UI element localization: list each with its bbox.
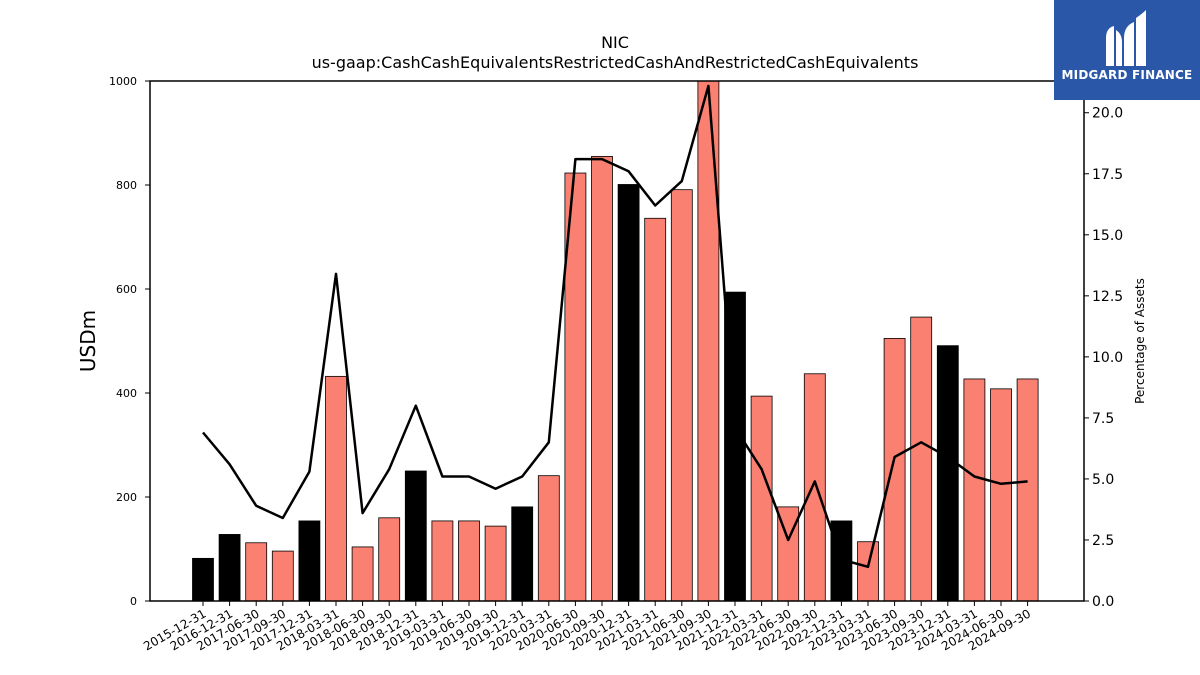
y2-tick-label: 10.0 [1092,350,1123,366]
plot-frame [149,80,1085,602]
bar-2021-06-30 [670,189,693,601]
bar-2020-03-31 [537,475,560,601]
bar-2022-03-31 [750,395,773,601]
bar-2021-03-31 [644,217,667,601]
y-axis-right: 0.0 2.5 5.0 7.5 10.0 12.5 15.0 17.5 20.0 [1084,106,1123,610]
y2-tick-label: 0.0 [1092,594,1114,610]
line-series [202,84,1028,569]
brand-logo: MIDGARD FINANCE [1054,0,1200,100]
y-axis-label: USDm [76,310,100,372]
y-axis-left: 0 200 400 600 800 1000 [109,75,150,608]
y-tick-label: 1000 [109,75,137,88]
y2-tick-label: 5.0 [1092,472,1114,488]
y-tick-label: 200 [116,491,137,504]
bar-2019-06-30 [458,520,480,601]
bar-2019-12-31 [511,506,534,601]
chart-title: NIC [601,33,629,52]
bar-2017-06-30 [245,542,268,601]
y2-tick-label: 2.5 [1092,533,1114,549]
chart-subtitle: us-gaap:CashCashEquivalentsRestrictedCas… [312,53,919,72]
percentage-line [202,84,1028,569]
bar-2018-03-31 [325,375,347,601]
y2-tick-label: 7.5 [1092,411,1114,427]
bar-2018-09-30 [378,517,401,601]
bar-2022-09-30 [803,373,826,601]
y2-tick-label: 15.0 [1092,228,1123,244]
bar-2019-03-31 [431,520,454,601]
logo-text: MIDGARD FINANCE [1061,68,1193,82]
y-tick-label: 800 [116,179,137,192]
y-tick-label: 400 [116,387,137,400]
y2-tick-label: 12.5 [1092,289,1123,305]
bar-2016-12-31 [218,534,241,601]
bar-2020-12-31 [617,184,640,601]
bar-2017-09-30 [271,550,294,601]
bar-series [192,81,1039,601]
y2-tick-label: 17.5 [1092,167,1123,183]
bar-2023-12-31 [936,345,959,601]
bar-2024-09-30 [1016,378,1039,601]
bar-2019-09-30 [484,525,507,601]
bar-2023-06-30 [883,337,906,601]
bar-2024-06-30 [990,388,1012,601]
bar-2015-12-31 [192,557,214,601]
bar-2018-12-31 [404,470,427,601]
bar-2018-06-30 [351,546,374,601]
bar-2017-12-31 [298,520,321,601]
bar-2023-09-30 [910,316,933,601]
x-axis: 2015-12-312016-12-312017-06-302017-09-30… [141,601,1033,653]
bar-2021-09-30 [697,81,720,601]
y-tick-label: 0 [130,595,137,608]
y-tick-label: 600 [116,283,137,296]
y2-tick-label: 20.0 [1092,106,1123,122]
bar-2020-09-30 [591,155,613,601]
bar-2024-03-31 [963,378,986,601]
bar-2023-03-31 [857,541,879,601]
y2-axis-label: Percentage of Assets [1133,278,1147,404]
midgard-logo-icon [1106,10,1146,66]
